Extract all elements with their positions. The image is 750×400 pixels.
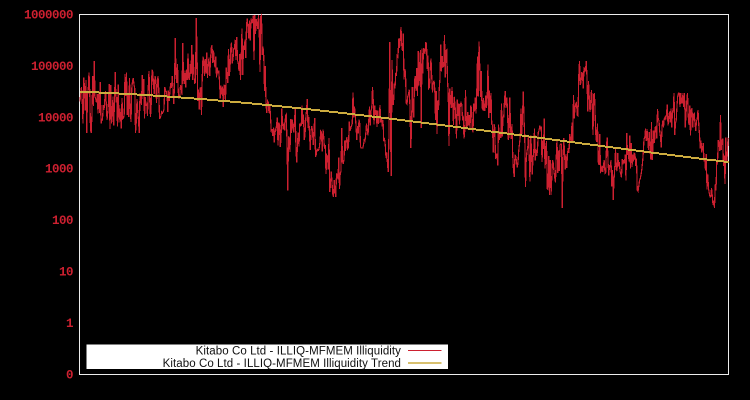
svg-text:10: 10	[59, 266, 73, 280]
svg-text:10000: 10000	[38, 111, 73, 125]
svg-text:0: 0	[66, 368, 73, 382]
svg-text:1000: 1000	[45, 163, 73, 177]
svg-text:100: 100	[52, 214, 73, 228]
svg-text:1: 1	[66, 317, 73, 331]
svg-text:Kitabo Co Ltd - ILLIQ-MFMEM Il: Kitabo Co Ltd - ILLIQ-MFMEM Illiquidity	[196, 346, 402, 358]
svg-text:100000: 100000	[31, 60, 73, 74]
svg-text:Kitabo Co Ltd - ILLIQ-MFMEM Il: Kitabo Co Ltd - ILLIQ-MFMEM Illiquidity …	[163, 358, 401, 370]
svg-text:1000000: 1000000	[24, 8, 73, 22]
